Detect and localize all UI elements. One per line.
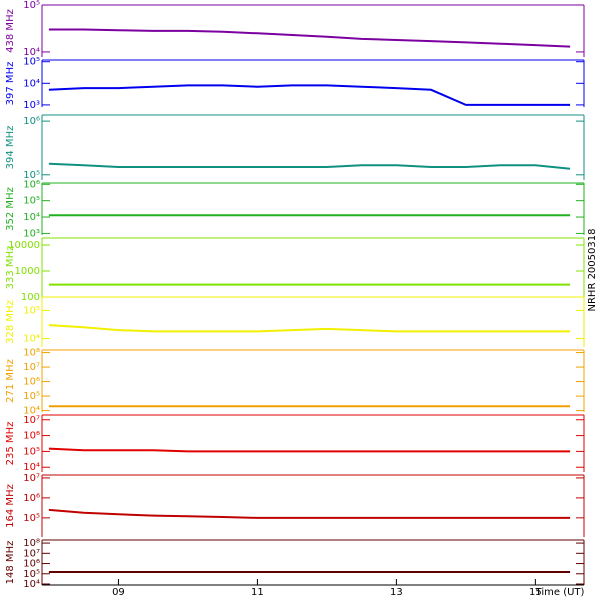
y-tick-label: 10⁵ (23, 57, 40, 68)
y-tick-label: 10⁶ (23, 377, 40, 388)
y-tick-label: 10⁴ (23, 334, 40, 345)
y-tick-label: 10⁷ (23, 548, 40, 559)
y-tick-label: 10⁸ (23, 348, 40, 359)
series-line (48, 447, 571, 453)
x-tick-label: 11 (251, 587, 264, 598)
y-tick-label: 10⁵ (23, 513, 40, 524)
y-axis-label: 328 MHz (5, 300, 16, 344)
y-axis-label: 397 MHz (5, 62, 16, 106)
y-tick-label: 10⁴ (23, 212, 40, 223)
y-tick-label: 10⁶ (23, 431, 40, 442)
y-tick-label: 10⁶ (23, 179, 40, 190)
y-tick-label: 100 (21, 292, 40, 303)
y-tick-label: 10⁴ (23, 406, 40, 417)
y-axis-label: 333 MHz (5, 246, 16, 290)
y-axis-label: 164 MHz (5, 484, 16, 528)
y-tick-label: 10⁶ (23, 493, 40, 504)
series-line (48, 508, 571, 519)
y-tick-label: 10⁵ (23, 305, 40, 316)
y-tick-label: 10000 (8, 240, 40, 251)
y-tick-label: 10⁵ (23, 391, 40, 402)
y-tick-label: 10⁶ (23, 116, 40, 127)
x-tick-label: 13 (390, 587, 403, 598)
y-tick-label: 10⁵ (23, 569, 40, 580)
y-tick-label: 10⁵ (23, 0, 40, 11)
y-axis-label: 352 MHz (5, 187, 16, 231)
y-axis-label: 148 MHz (5, 541, 16, 585)
series-line (48, 84, 571, 106)
y-axis-label: 438 MHz (5, 9, 16, 53)
y-tick-label: 10⁷ (23, 415, 40, 426)
y-tick-label: 10⁵ (23, 196, 40, 207)
series-line (48, 28, 571, 48)
y-tick-label: 10⁸ (23, 538, 40, 549)
y-axis-label: 235 MHz (5, 422, 16, 466)
x-tick-label: 09 (112, 587, 125, 598)
y-axis-label: 271 MHz (5, 359, 16, 403)
y-tick-label: 1000 (15, 266, 40, 277)
y-tick-label: 10³ (23, 228, 40, 239)
x-axis-label: Time (UT) (535, 587, 585, 598)
y-tick-label: 10⁵ (23, 170, 40, 181)
y-tick-label: 10⁷ (23, 362, 40, 373)
y-tick-label: 10⁴ (23, 78, 40, 89)
series-line (48, 162, 571, 170)
y-tick-label: 10⁴ (23, 47, 40, 58)
y-axis-label: 394 MHz (5, 126, 16, 170)
y-tick-label: 10⁶ (23, 559, 40, 570)
y-tick-label: 10⁷ (23, 473, 40, 484)
y-tick-label: 10⁴ (23, 579, 40, 590)
x-tick-label: 15 (529, 587, 542, 598)
annotation: NRHR 20050318 (587, 229, 598, 312)
y-tick-label: 10⁵ (23, 446, 40, 457)
y-tick-label: 10³ (23, 100, 40, 111)
series-line (48, 324, 571, 333)
y-tick-label: 10⁴ (23, 462, 40, 473)
